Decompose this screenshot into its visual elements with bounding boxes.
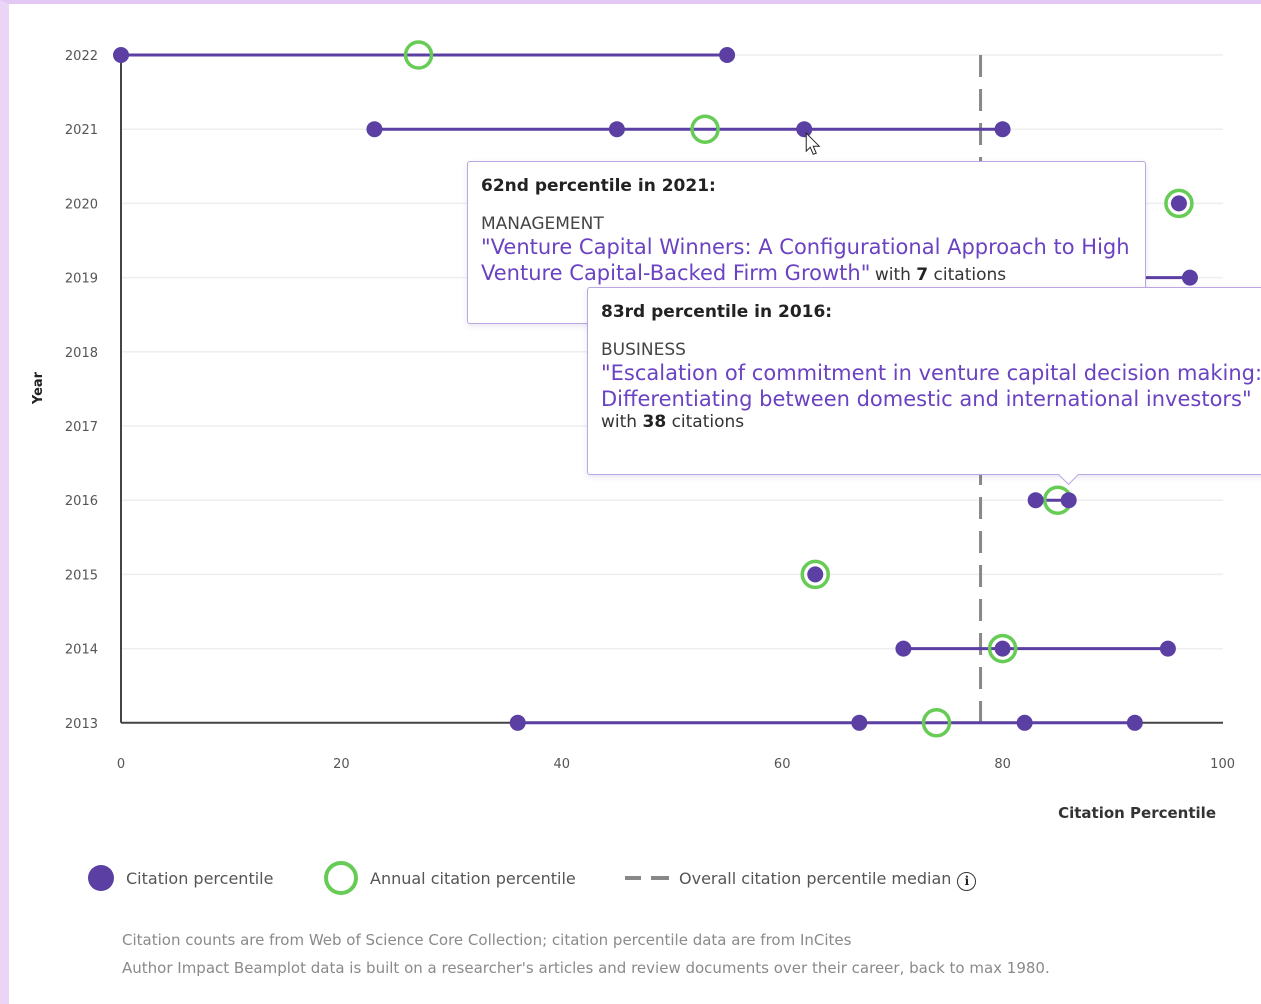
footnote-line: Author Impact Beamplot data is built on … [122, 959, 1050, 977]
y-tick-label: 2022 [65, 49, 98, 64]
annual-percentile-ring [1164, 188, 1194, 219]
x-tick-label: 80 [994, 757, 1011, 772]
citation-percentile-dot [851, 714, 868, 731]
y-axis-title: Year [31, 371, 46, 405]
legend-label: Citation percentile [126, 868, 274, 888]
citation-percentile-dot [113, 47, 129, 63]
citation-count: 7 [916, 265, 929, 285]
y-tick-label: 2013 [65, 717, 98, 732]
citation-percentile-dot [1181, 269, 1198, 286]
footnote: Citation counts are from Web of Science … [122, 926, 1050, 982]
citations-text: citations [671, 412, 745, 432]
x-tick-label: 20 [333, 757, 350, 772]
with-text: with [874, 265, 911, 285]
tooltip-2016: 83rd percentile in 2016: BUSINESS "Escal… [587, 287, 1261, 475]
citations-text: citations [933, 265, 1007, 285]
legend-item-median[interactable]: Overall citation percentile median i [625, 860, 977, 896]
legend-label: Overall citation percentile median [679, 868, 952, 888]
citation-dot-icon [88, 865, 114, 891]
info-icon[interactable]: i [957, 871, 977, 891]
annual-ring-icon [324, 861, 358, 895]
annual-percentile-ring [921, 708, 952, 738]
citation-percentile-dot [1060, 492, 1077, 509]
y-tick-label: 2018 [65, 346, 98, 361]
citation-percentile-dot [994, 640, 1011, 657]
citation-percentile-dot [895, 640, 912, 657]
citation-percentile-dot [1170, 195, 1187, 212]
citation-percentile-dot [1159, 640, 1176, 657]
x-tick-label: 0 [117, 757, 125, 772]
legend-item-citation[interactable]: Citation percentile [88, 860, 273, 896]
y-tick-label: 2016 [65, 494, 98, 509]
with-text: with [601, 412, 638, 432]
citation-percentile-dot [509, 714, 526, 731]
mouse-cursor-icon [805, 131, 821, 155]
tooltip-title: 62nd percentile in 2021: [481, 176, 716, 196]
article-link[interactable]: "Escalation of commitment in venture cap… [601, 361, 1261, 411]
y-tick-label: 2015 [65, 568, 98, 583]
y-tick-label: 2021 [65, 123, 98, 138]
annual-percentile-ring [987, 633, 1018, 664]
citation-percentile-dot [994, 121, 1011, 138]
x-axis-title: Citation Percentile [1058, 804, 1216, 822]
citation-percentile-dot [796, 121, 813, 138]
annual-percentile-ring [800, 559, 831, 590]
tooltip-category: MANAGEMENT [481, 214, 604, 234]
article-link[interactable]: "Venture Capital Winners: A Configuratio… [481, 235, 1130, 285]
y-tick-label: 2017 [65, 420, 98, 435]
legend-item-annual[interactable]: Annual citation percentile [324, 860, 576, 896]
annual-percentile-ring [403, 40, 434, 70]
y-tick-label: 2014 [65, 643, 98, 658]
y-tick-label: 2020 [65, 197, 98, 212]
citation-count: 38 [642, 412, 667, 432]
y-tick-label: 2019 [65, 272, 98, 287]
citation-percentile-dot [719, 47, 736, 63]
citation-percentile-dot [1016, 714, 1033, 731]
citation-percentile-dot [1027, 492, 1044, 509]
citation-percentile-dot [1126, 714, 1143, 731]
legend-label: Annual citation percentile [370, 868, 576, 888]
x-tick-label: 40 [554, 757, 571, 772]
footnote-line: Citation counts are from Web of Science … [122, 931, 852, 949]
x-tick-label: 60 [774, 757, 791, 772]
tooltip-category: BUSINESS [601, 340, 686, 360]
tooltip-title: 83rd percentile in 2016: [601, 302, 833, 322]
citation-percentile-dot [807, 566, 824, 583]
dashed-line-icon [625, 876, 669, 880]
citation-percentile-dot [608, 121, 625, 138]
x-tick-label: 100 [1210, 757, 1235, 772]
annual-percentile-ring [690, 114, 720, 144]
citation-percentile-dot [366, 121, 383, 138]
